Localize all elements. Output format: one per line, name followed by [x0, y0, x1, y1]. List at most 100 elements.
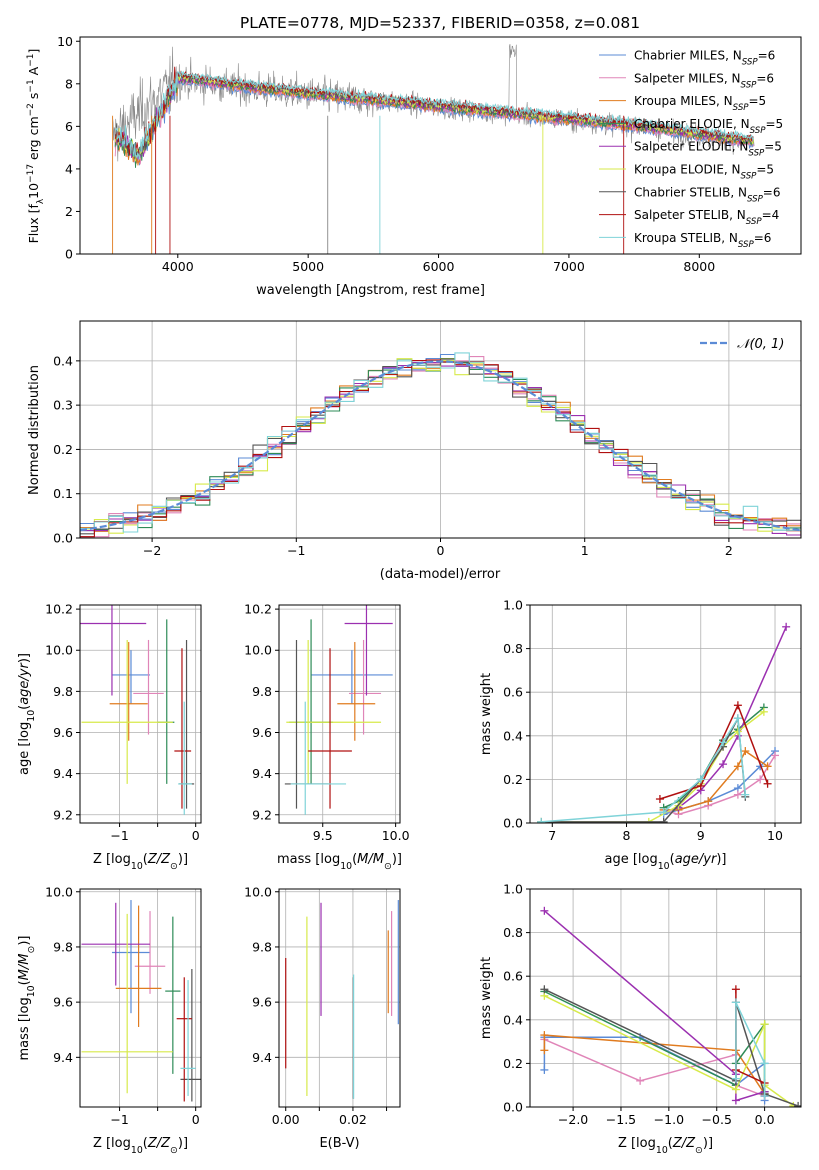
x-tick-label: 10: [767, 828, 783, 843]
y-tick-label: 0.2: [53, 442, 73, 457]
weight-marker: [659, 808, 668, 817]
y-tick-label: 9.4: [252, 1050, 272, 1065]
y-tick-label: 10.0: [244, 643, 272, 658]
y-tick-label: 0.2: [503, 1056, 523, 1071]
weight-marker: [760, 1020, 769, 1029]
x-tick-label: 0.0: [755, 1112, 775, 1127]
y-tick-label: 0.0: [53, 531, 73, 546]
axes-border: [529, 604, 802, 824]
legend-label: Chabrier STELIB, NSSP=6: [634, 185, 781, 204]
weight-marker: [731, 1085, 740, 1094]
y-tick-label: 0.6: [503, 969, 523, 984]
axes-frame: 7 8 9 10 0.0 0.2 0.4 0.6 0.8 1.0 age [log10(age/yr…: [479, 598, 802, 872]
plot-area: [80, 352, 801, 538]
x-tick-label: 7: [548, 828, 556, 843]
plot-area: [537, 622, 791, 823]
plot-area: [81, 900, 201, 1102]
y-tick-label: 0.0: [503, 816, 523, 831]
errorbar-point: [284, 639, 329, 809]
legend-label: Salpeter ELODIE, NSSP=5: [634, 140, 782, 159]
y-tick-label: 9.2: [53, 807, 73, 822]
plot-area: [80, 605, 195, 815]
errorbar-point: [157, 619, 175, 784]
x-tick-label: 0.02: [339, 1112, 367, 1127]
legend-label: Salpeter MILES, NSSP=6: [634, 71, 774, 90]
weight_vs_age-chart: 7 8 9 10 0.0 0.2 0.4 0.6 0.8 1.0 age [log10(age/yr…: [479, 598, 802, 872]
legend-label: Chabrier MILES, NSSP=6: [634, 49, 775, 68]
plot-area: [540, 906, 801, 1107]
y-tick-label: 9.2: [252, 807, 272, 822]
y-tick-label: 0.8: [503, 925, 523, 940]
weight-line-chabrier-stelib: [541, 715, 747, 823]
legend-label-normal: 𝒩(0, 1): [737, 337, 784, 352]
errorbar-point: [165, 916, 181, 1074]
errorbar-point: [111, 650, 151, 704]
y-tick-label: 0.6: [503, 685, 523, 700]
errorbar-point: [286, 639, 382, 784]
figure-title: PLATE=0778, MJD=52337, FIBERID=0358, z=0…: [240, 14, 640, 32]
weight-marker: [733, 714, 742, 723]
y-tick-label: 10.0: [45, 643, 73, 658]
weight-marker: [659, 817, 668, 823]
y-tick-label: 0.2: [503, 772, 523, 787]
weight-marker: [636, 1076, 645, 1085]
weight-line-kroupa-stelib: [735, 1002, 766, 1097]
weight-marker: [537, 817, 546, 823]
y-tick-label: 9.8: [252, 939, 272, 954]
weight-line-salpeter-stelib: [735, 989, 765, 1084]
x-tick-label: 0: [192, 1112, 200, 1127]
weight-marker: [756, 775, 765, 784]
weight_vs_Z-chart: −2.0 −1.5 −1.0 −0.5 0.0 0.0 0.2 0.4 0.6 0.8 1.0 Z […: [479, 882, 802, 1156]
weight-marker: [719, 760, 728, 769]
x-tick-label: 7000: [553, 259, 585, 274]
x-tick-label: 9: [697, 828, 705, 843]
weight-marker: [731, 1096, 740, 1105]
x-tick-label: −1: [110, 1112, 128, 1127]
weight-marker: [741, 790, 750, 799]
x-axis-label: age [log10(age/yr)]: [604, 852, 726, 872]
weight-marker: [719, 738, 728, 747]
y-tick-label: 9.8: [252, 684, 272, 699]
y-tick-label: 8: [65, 76, 73, 91]
y-tick-label: 1.0: [503, 882, 523, 897]
weight-marker: [540, 1065, 549, 1074]
weight-marker: [655, 795, 664, 804]
errorbar-point: [348, 639, 382, 735]
y-tick-label: 0.3: [53, 398, 73, 413]
x-tick-label: −1: [110, 828, 128, 843]
x-tick-label: 2: [725, 543, 733, 558]
axes-border: [529, 888, 802, 1108]
x-axis-label: mass [log10(M/M⊙)]: [277, 852, 402, 872]
plot-area: [285, 900, 399, 1099]
y-axis-label: Normed distribution: [27, 365, 42, 495]
legend-label: Kroupa MILES, NSSP=5: [634, 94, 766, 113]
y-tick-label: 2: [65, 204, 73, 219]
weight-line-chabrier-miles: [543, 1036, 766, 1101]
weight-marker: [771, 751, 780, 760]
x-tick-label: −2.0: [558, 1112, 588, 1127]
y-tick-label: 0.4: [503, 1012, 523, 1027]
weight-marker: [759, 707, 768, 716]
weight-line-kroupa-elodie: [541, 711, 765, 823]
x-axis-label: Z [log10(Z/Z⊙)]: [93, 852, 188, 872]
errorbar-point: [109, 642, 148, 741]
axes-frame: −2.0 −1.5 −1.0 −0.5 0.0 0.0 0.2 0.4 0.6 0.8 1.0 Z […: [479, 882, 802, 1156]
errorbar-point: [289, 619, 333, 784]
y-axis-label: age [log10(age/yr)]: [17, 653, 37, 775]
weight-marker: [540, 985, 549, 994]
x-tick-label: 4000: [162, 259, 194, 274]
axes-frame: −2 −1 0 1 2 0.0 0.1 0.2 0.3 0.4 (data-model)/error…: [27, 320, 802, 582]
weight-marker: [733, 701, 742, 710]
errorbar-point: [134, 911, 166, 994]
weight-marker: [741, 747, 750, 756]
y-tick-label: 10.0: [45, 884, 73, 899]
errorbar-point: [81, 639, 173, 784]
y-axis-label: Flux [fλ10−17 erg cm−2 s−1 A−1]: [26, 49, 46, 244]
plot-area: [112, 44, 755, 254]
legend-label: Salpeter STELIB, NSSP=4: [634, 208, 779, 227]
y-tick-label: 1.0: [503, 598, 523, 613]
x-axis-label: wavelength [Angstrom, rest frame]: [256, 283, 485, 298]
legend-label: Kroupa STELIB, NSSP=6: [634, 231, 771, 250]
errorbar-point: [308, 648, 352, 809]
y-tick-label: 9.6: [53, 995, 73, 1010]
